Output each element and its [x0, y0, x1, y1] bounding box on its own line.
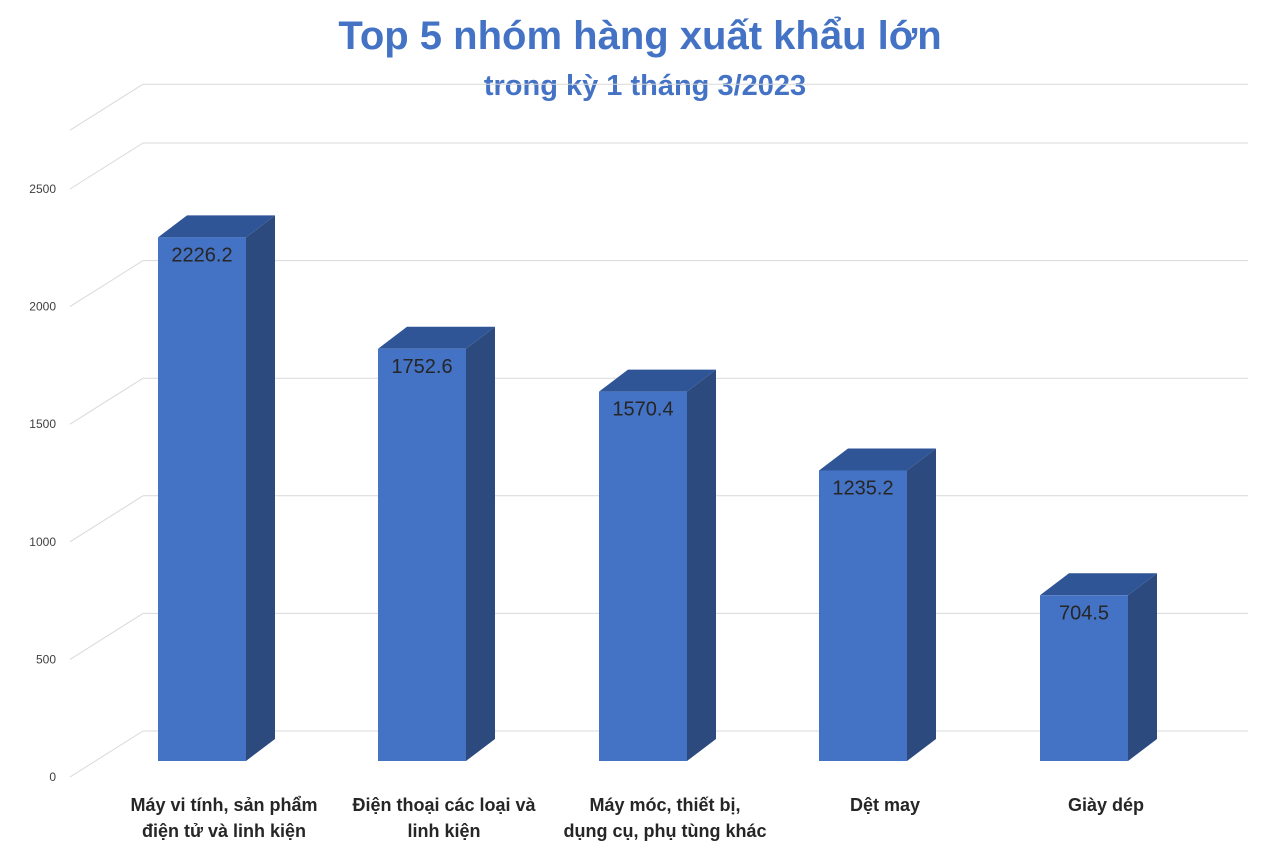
chart-title: Top 5 nhóm hàng xuất khẩu lớn [338, 14, 942, 58]
y-axis-ticks: 0 500 1000 1500 2000 2500 [29, 182, 56, 784]
bar-side [1128, 573, 1157, 761]
bar-front [1040, 595, 1128, 761]
gridline-diagonal [69, 260, 144, 308]
data-label: 1235.2 [832, 477, 893, 499]
bar-side [466, 326, 495, 761]
x-axis-categories: Máy vi tính, sản phẩm điện tử và linh kiệ… [130, 795, 1144, 841]
y-tick-label: 2500 [29, 182, 56, 196]
bar: 1752.6 [378, 326, 495, 761]
data-label: 1570.4 [612, 399, 673, 421]
bar-side [907, 448, 936, 761]
bar-side [246, 215, 275, 761]
category-label: Giày dép [1068, 795, 1144, 815]
category-label: Máy vi tính, sản phẩm điện tử và linh kiệ… [130, 795, 317, 841]
bar-front [158, 237, 246, 761]
bar: 1235.2 [819, 448, 936, 761]
bar-top [819, 448, 936, 471]
bar-side [687, 369, 716, 761]
bar-top [599, 369, 716, 392]
bar-top [158, 215, 275, 238]
data-label: 1752.6 [391, 356, 452, 378]
bar: 704.5 [1040, 573, 1157, 761]
gridline-diagonal [69, 83, 144, 131]
category-label: Điện thoại các loại và linh kiện [352, 795, 536, 841]
y-tick-label: 1500 [29, 417, 56, 431]
chart-subtitle: trong kỳ 1 tháng 3/2023 [483, 70, 807, 102]
bars: 2226.2 1752.6 1570.4 1235.2 704.5 [158, 215, 1157, 761]
category-label: Dệt may [850, 795, 920, 815]
bar: 2226.2 [158, 215, 275, 761]
bar: 1570.4 [599, 369, 716, 761]
y-tick-label: 0 [49, 770, 56, 784]
y-tick-label: 2000 [29, 300, 56, 314]
gridline-diagonal [69, 730, 144, 778]
gridline-diagonal [69, 495, 144, 543]
bar-top [378, 326, 495, 349]
data-label: 704.5 [1059, 602, 1109, 624]
gridline-diagonal [69, 612, 144, 660]
gridline-diagonal [69, 377, 144, 425]
gridline-diagonal [69, 142, 144, 190]
y-tick-label: 1000 [29, 535, 56, 549]
bar-front [599, 391, 687, 761]
data-label: 2226.2 [171, 244, 232, 266]
bar-front [819, 470, 907, 761]
bar-top [1040, 573, 1157, 596]
category-label: Máy móc, thiết bị, dụng cụ, phụ tùng khác [564, 795, 767, 841]
y-tick-label: 500 [36, 652, 56, 666]
bar-front [378, 348, 466, 761]
